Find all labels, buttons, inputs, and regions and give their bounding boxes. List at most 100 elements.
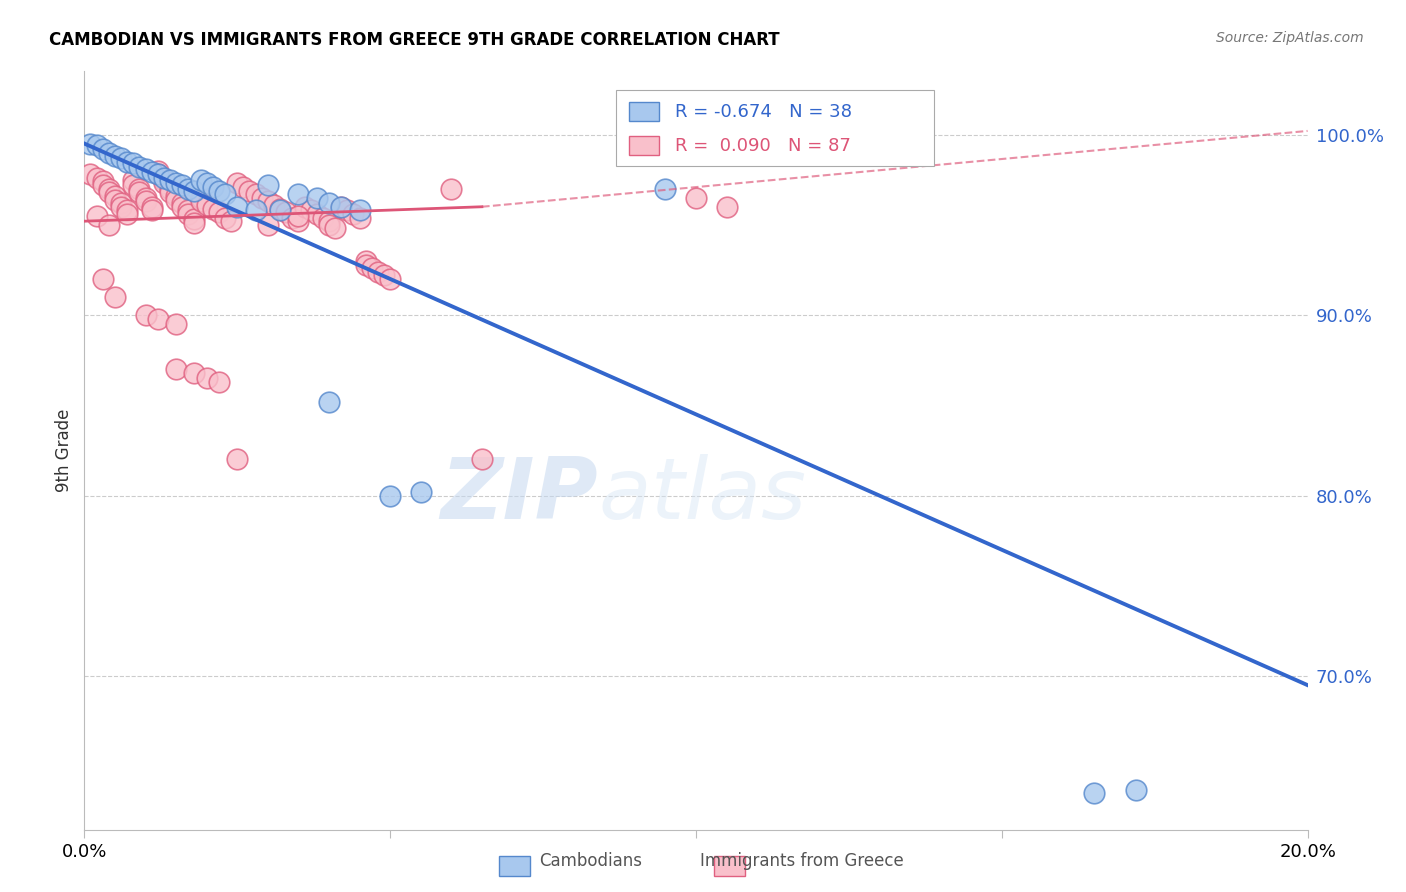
Point xyxy=(115,207,138,221)
Point xyxy=(195,176,218,190)
Point xyxy=(226,452,249,467)
Point xyxy=(128,160,150,174)
Point xyxy=(115,203,138,218)
Point xyxy=(104,189,127,203)
Point xyxy=(97,186,120,200)
FancyBboxPatch shape xyxy=(499,856,530,876)
Point xyxy=(195,198,218,212)
Point xyxy=(269,203,291,218)
Point xyxy=(122,178,145,192)
Point xyxy=(172,196,194,211)
Point xyxy=(165,362,187,376)
Point xyxy=(153,176,176,190)
Point xyxy=(165,193,187,207)
Point xyxy=(257,178,280,192)
Point xyxy=(318,394,340,409)
Point xyxy=(373,268,395,283)
Point xyxy=(97,182,120,196)
Point xyxy=(86,209,108,223)
Point xyxy=(226,200,249,214)
Point xyxy=(190,194,212,209)
Point xyxy=(201,180,224,194)
Point xyxy=(172,200,194,214)
Point xyxy=(110,200,132,214)
Point xyxy=(354,258,377,272)
Point xyxy=(226,176,249,190)
Point xyxy=(91,272,114,286)
Point xyxy=(183,366,205,380)
Point xyxy=(183,184,205,198)
Point xyxy=(153,172,176,186)
Point xyxy=(97,145,120,160)
Point xyxy=(318,196,340,211)
Point xyxy=(135,308,157,322)
Text: Source: ZipAtlas.com: Source: ZipAtlas.com xyxy=(1216,31,1364,45)
Point xyxy=(471,452,494,467)
Point xyxy=(654,182,676,196)
Point xyxy=(177,203,200,218)
Point xyxy=(257,194,280,209)
Point xyxy=(165,189,187,203)
Point xyxy=(245,203,267,218)
Text: R = -0.674   N = 38: R = -0.674 N = 38 xyxy=(675,103,852,120)
Point xyxy=(318,214,340,228)
Point xyxy=(214,211,236,225)
Point xyxy=(299,203,322,218)
Point xyxy=(232,180,254,194)
Point xyxy=(281,211,304,225)
Point xyxy=(208,184,231,198)
Point xyxy=(146,167,169,181)
Point xyxy=(214,187,236,202)
Point xyxy=(208,375,231,389)
Point xyxy=(257,218,280,232)
Point xyxy=(146,311,169,326)
Point xyxy=(146,167,169,181)
Point xyxy=(409,485,432,500)
Text: Cambodians: Cambodians xyxy=(538,852,643,870)
Point xyxy=(276,205,298,219)
Point xyxy=(104,290,127,304)
Point xyxy=(91,142,114,156)
FancyBboxPatch shape xyxy=(628,102,659,121)
Point xyxy=(312,211,335,225)
Point xyxy=(110,151,132,165)
Point xyxy=(330,200,353,214)
Point xyxy=(183,216,205,230)
FancyBboxPatch shape xyxy=(714,856,745,876)
Point xyxy=(354,253,377,268)
Point xyxy=(238,184,260,198)
Point xyxy=(91,178,114,192)
Point xyxy=(153,170,176,185)
Text: ZIP: ZIP xyxy=(440,454,598,538)
FancyBboxPatch shape xyxy=(616,90,935,166)
Point xyxy=(79,136,101,151)
Point xyxy=(716,200,738,214)
Point xyxy=(128,186,150,200)
Point xyxy=(159,172,181,186)
Point xyxy=(219,214,242,228)
Point xyxy=(122,172,145,186)
Point xyxy=(1083,787,1105,801)
Point xyxy=(342,207,364,221)
Point xyxy=(135,194,157,209)
Point xyxy=(318,218,340,232)
Point xyxy=(115,154,138,169)
Point xyxy=(380,272,402,286)
Point xyxy=(177,207,200,221)
Point xyxy=(110,196,132,211)
Point xyxy=(177,182,200,196)
Point xyxy=(195,371,218,385)
Point xyxy=(208,205,231,219)
Point xyxy=(269,202,291,216)
Point xyxy=(135,161,157,176)
Point xyxy=(135,191,157,205)
Text: atlas: atlas xyxy=(598,454,806,538)
Point xyxy=(165,317,187,331)
Y-axis label: 9th Grade: 9th Grade xyxy=(55,409,73,492)
Point xyxy=(287,209,309,223)
Point xyxy=(79,167,101,181)
Point xyxy=(367,265,389,279)
Point xyxy=(294,200,316,214)
Point xyxy=(201,202,224,216)
Point xyxy=(128,182,150,196)
